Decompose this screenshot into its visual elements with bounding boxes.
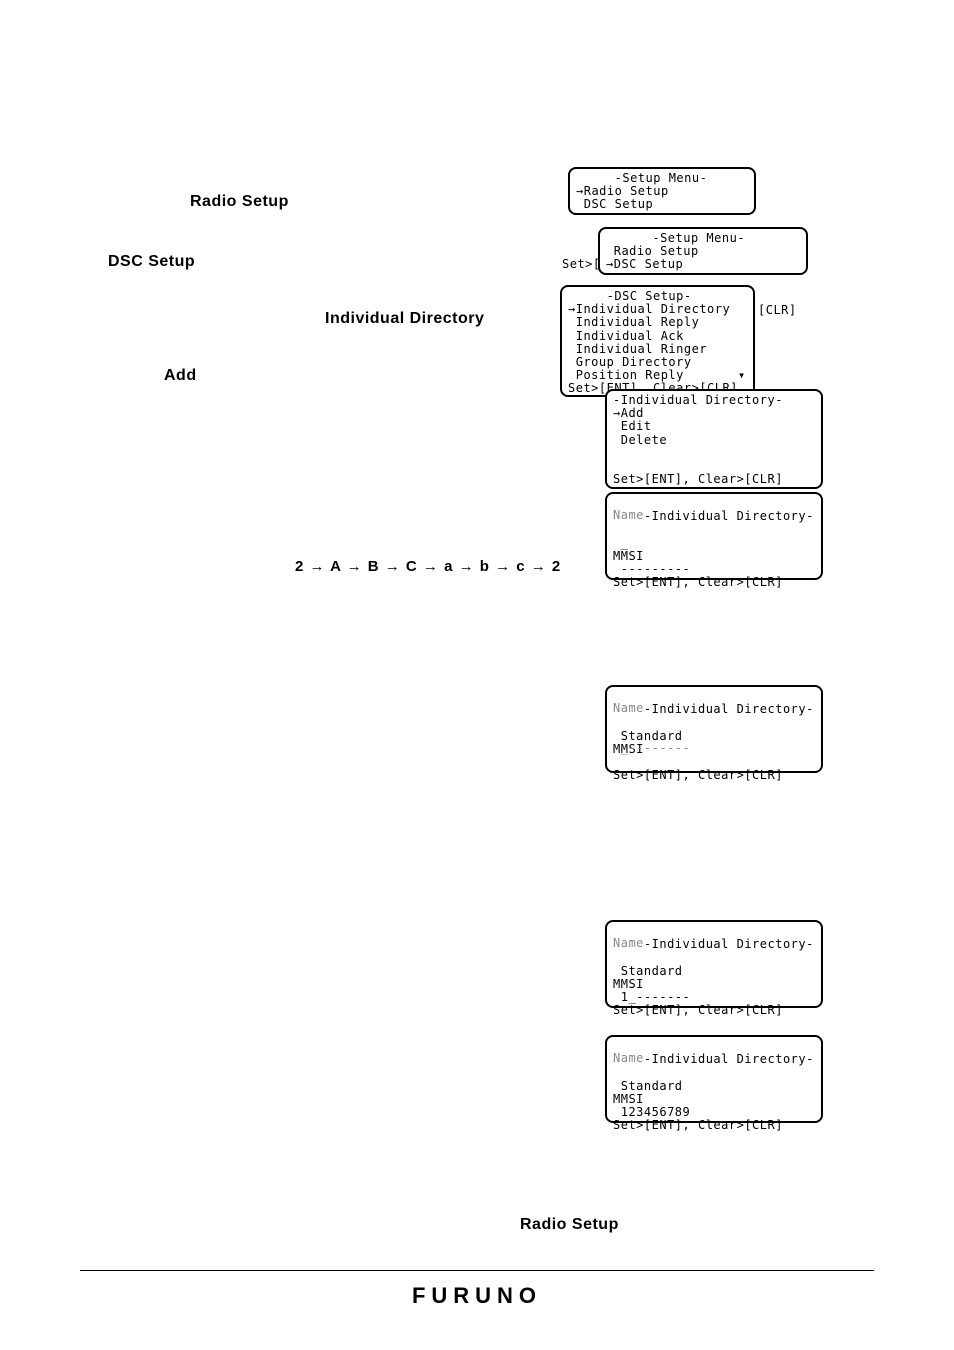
label-radio-setup-2: Radio Setup	[520, 1216, 619, 1234]
lcd-dsc-setup: -DSC Setup- →Individual Directory Indivi…	[560, 285, 755, 397]
lcd-ind-dir-standard-blank: -Individual Directory- Standard MMSI Set…	[605, 685, 823, 773]
brand-logo: FURUNO	[0, 1283, 954, 1309]
lcd8-name-label: Name	[613, 1052, 644, 1065]
lcd-setup-menu-1: -Setup Menu- →Radio Setup DSC Setup	[568, 167, 756, 215]
lcd5-name-label: Name	[613, 509, 644, 522]
label-radio-setup: Radio Setup	[190, 193, 289, 211]
key-sequence: 2 → A → B → C → a → b → c → 2	[295, 558, 561, 575]
footer-divider	[80, 1270, 874, 1271]
lcd-ind-dir-mmsi-1: -Individual Directory- Standard MMSI 1_-…	[605, 920, 823, 1008]
lcd7-name-label: Name	[613, 937, 644, 950]
lcd-ind-dir-name-blank: -Individual Directory- _ MMSI --------- …	[605, 492, 823, 580]
clr-indicator: [CLR]	[758, 303, 797, 317]
lcd6-name-label: Name	[613, 702, 644, 715]
label-individual-directory: Individual Directory	[325, 310, 484, 328]
label-dsc-setup: DSC Setup	[108, 253, 195, 271]
label-add: Add	[164, 367, 197, 385]
lcd-ind-dir-menu: -Individual Directory- →Add Edit Delete …	[605, 389, 823, 489]
lcd2-left-fragment: Set>[	[562, 257, 601, 271]
lcd-ind-dir-mmsi-full: -Individual Directory- Standard MMSI 123…	[605, 1035, 823, 1123]
lcd-setup-menu-2: -Setup Menu- Radio Setup →DSC Setup	[598, 227, 808, 275]
lcd6-mmsi-val: _--------	[613, 742, 690, 755]
